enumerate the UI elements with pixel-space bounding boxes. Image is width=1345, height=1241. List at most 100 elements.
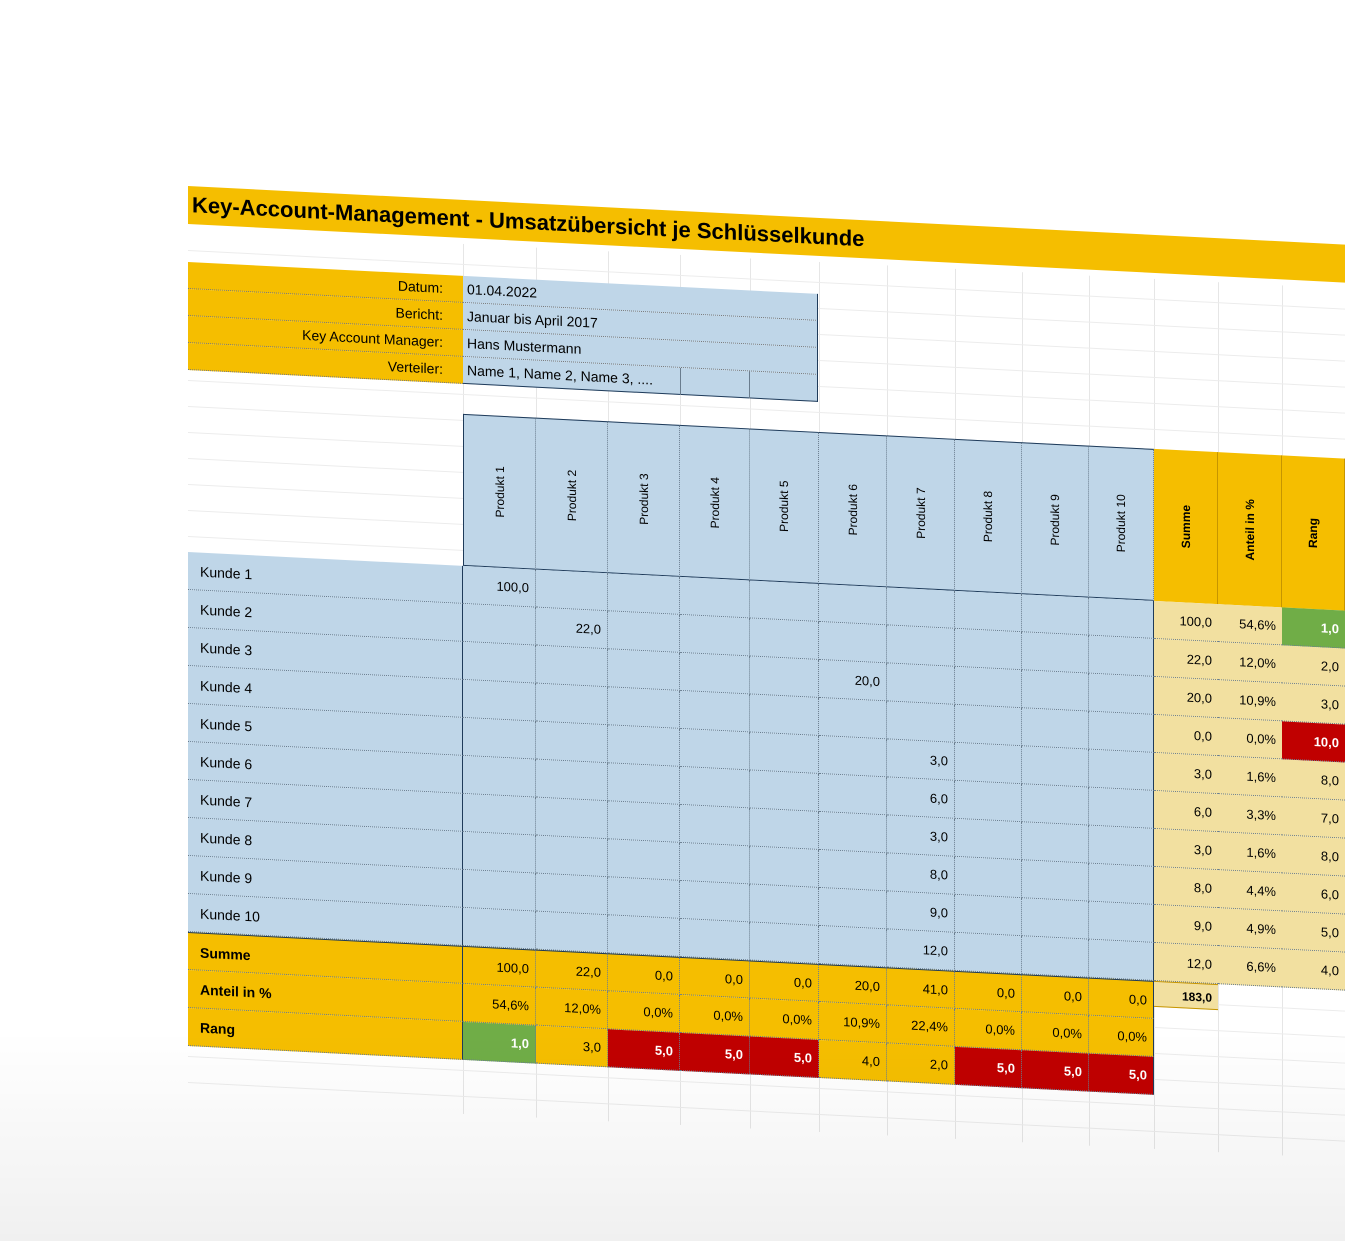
value-cell[interactable] (463, 793, 536, 836)
value-cell[interactable] (819, 849, 887, 892)
value-cell[interactable] (680, 652, 750, 695)
value-cell[interactable] (819, 583, 887, 626)
value-cell[interactable] (536, 645, 608, 688)
value-cell[interactable] (819, 811, 887, 854)
value-cell[interactable]: 6,0 (887, 777, 955, 819)
value-cell[interactable] (955, 590, 1022, 633)
value-cell[interactable] (955, 628, 1022, 671)
value-cell[interactable] (1089, 939, 1154, 981)
value-cell[interactable] (680, 804, 750, 847)
value-cell[interactable] (536, 873, 608, 916)
value-cell[interactable] (536, 759, 608, 802)
value-cell[interactable] (750, 694, 819, 736)
value-cell[interactable] (1022, 860, 1089, 902)
value-cell[interactable] (750, 770, 819, 812)
value-cell[interactable]: 3,0 (887, 815, 955, 857)
value-cell[interactable] (1022, 746, 1089, 788)
value-cell[interactable] (463, 679, 536, 722)
value-cell[interactable] (1022, 708, 1089, 750)
value-cell[interactable] (680, 766, 750, 809)
value-cell[interactable] (680, 576, 750, 619)
value-cell[interactable] (463, 907, 536, 950)
value-cell[interactable] (536, 911, 608, 954)
value-cell[interactable] (1022, 594, 1089, 636)
value-cell[interactable] (819, 621, 887, 664)
value-cell[interactable] (680, 842, 750, 885)
value-cell[interactable] (1089, 863, 1154, 905)
value-cell[interactable] (536, 721, 608, 764)
value-cell[interactable] (955, 704, 1022, 747)
value-cell[interactable] (608, 725, 680, 767)
value-cell[interactable]: 22,0 (536, 607, 608, 650)
value-cell[interactable]: 20,0 (819, 659, 887, 702)
value-cell[interactable] (750, 884, 819, 926)
value-cell[interactable] (955, 894, 1022, 937)
value-cell[interactable] (680, 918, 750, 961)
value-cell[interactable] (680, 728, 750, 771)
value-cell[interactable]: 8,0 (887, 853, 955, 895)
value-cell[interactable]: 3,0 (887, 739, 955, 781)
value-cell[interactable] (955, 742, 1022, 785)
value-cell[interactable] (536, 683, 608, 726)
value-cell[interactable] (887, 663, 955, 705)
value-cell[interactable] (463, 869, 536, 912)
value-cell[interactable] (750, 922, 819, 964)
value-cell[interactable] (887, 587, 955, 629)
value-cell[interactable] (750, 580, 819, 622)
value-cell[interactable] (536, 569, 608, 612)
value-cell[interactable] (955, 856, 1022, 899)
value-cell[interactable] (750, 846, 819, 888)
value-cell[interactable] (819, 735, 887, 778)
value-cell[interactable] (750, 732, 819, 774)
value-cell[interactable] (1089, 825, 1154, 867)
value-cell[interactable] (887, 625, 955, 667)
value-cell[interactable] (819, 887, 887, 930)
value-cell[interactable] (819, 697, 887, 740)
value-cell[interactable] (463, 603, 536, 646)
value-cell[interactable] (750, 656, 819, 698)
value-cell[interactable] (1022, 822, 1089, 864)
value-cell[interactable] (955, 932, 1022, 975)
value-cell[interactable] (955, 666, 1022, 709)
value-cell[interactable] (463, 755, 536, 798)
value-cell[interactable] (1089, 597, 1154, 639)
value-cell[interactable] (1022, 936, 1089, 978)
value-cell[interactable] (1089, 787, 1154, 829)
value-cell[interactable] (608, 877, 680, 919)
value-cell[interactable] (680, 614, 750, 657)
value-cell[interactable] (750, 618, 819, 660)
value-cell[interactable] (1089, 635, 1154, 677)
value-cell[interactable] (608, 573, 680, 615)
value-cell[interactable]: 12,0 (887, 929, 955, 971)
value-cell[interactable] (887, 701, 955, 743)
value-cell[interactable] (1089, 711, 1154, 753)
value-cell[interactable]: 100,0 (463, 565, 536, 608)
value-cell[interactable] (1022, 784, 1089, 826)
value-cell[interactable] (1089, 901, 1154, 943)
value-cell[interactable]: 9,0 (887, 891, 955, 933)
value-cell[interactable] (955, 818, 1022, 861)
value-cell[interactable] (608, 687, 680, 729)
value-cell[interactable] (1022, 898, 1089, 940)
value-cell[interactable] (955, 780, 1022, 823)
value-cell[interactable] (1089, 749, 1154, 791)
value-cell[interactable] (608, 763, 680, 805)
value-cell[interactable] (608, 611, 680, 653)
value-cell[interactable] (463, 717, 536, 760)
value-cell[interactable] (608, 649, 680, 691)
value-cell[interactable] (608, 801, 680, 843)
value-cell[interactable] (750, 808, 819, 850)
value-cell[interactable] (819, 773, 887, 816)
value-cell[interactable] (608, 915, 680, 957)
value-cell[interactable] (1022, 670, 1089, 712)
value-cell[interactable] (608, 839, 680, 881)
value-cell[interactable] (1022, 632, 1089, 674)
value-cell[interactable] (536, 797, 608, 840)
value-cell[interactable] (680, 690, 750, 733)
value-cell[interactable] (463, 831, 536, 874)
value-cell[interactable] (1089, 673, 1154, 715)
value-cell[interactable] (680, 880, 750, 923)
value-cell[interactable] (463, 641, 536, 684)
value-cell[interactable] (536, 835, 608, 878)
value-cell[interactable] (819, 925, 887, 968)
